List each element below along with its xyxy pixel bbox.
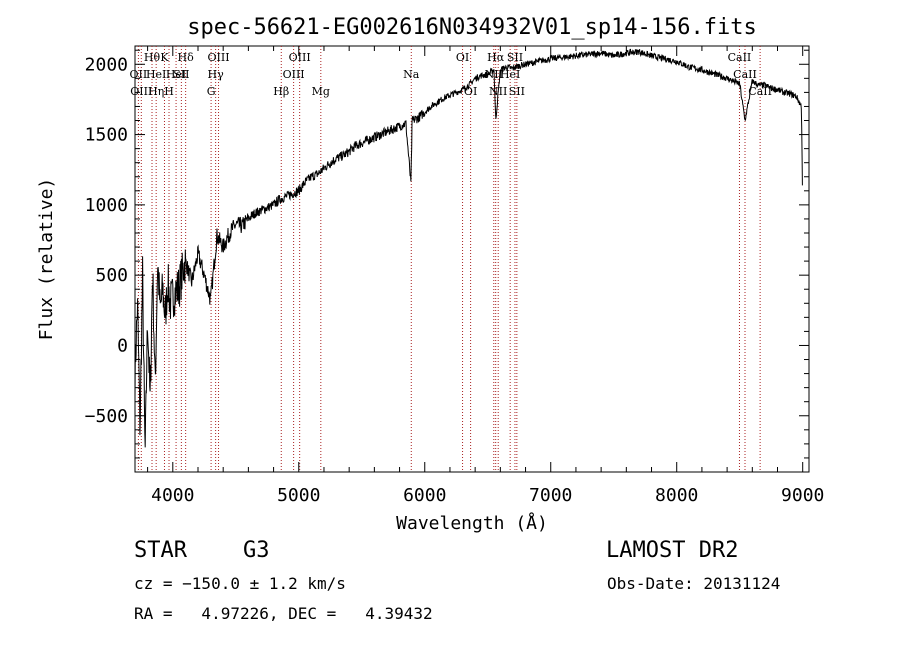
line-label-8-0: Hδ: [178, 51, 195, 64]
subclass-label: G3: [243, 538, 270, 563]
line-label-4-0: K: [160, 51, 169, 64]
line-label-15-0: Mg: [312, 85, 330, 98]
line-label-13-0: OIII: [283, 68, 305, 81]
line-label-9-0: G: [207, 85, 216, 98]
line-label-7-0: SII: [173, 68, 189, 81]
x-tick-label: 4000: [151, 485, 194, 506]
y-tick-label: 1500: [85, 125, 128, 146]
y-tick-label: 1000: [85, 195, 128, 216]
line-label-3-1: Hη: [148, 85, 164, 98]
line-label-14-0: OIII: [289, 51, 311, 64]
line-label-17-0: OI: [456, 51, 469, 64]
x-tick-label: 6000: [403, 485, 446, 506]
line-label-10-0: Hγ: [208, 68, 225, 81]
observation-date: Obs-Date: 20131124: [607, 574, 781, 593]
line-label-26-0: CaII: [733, 68, 757, 81]
y-tick-label: 2000: [85, 54, 128, 75]
line-label-3-0: HeI: [146, 68, 166, 81]
y-tick-label: 500: [95, 265, 128, 286]
line-label-25-0: CaII: [728, 51, 752, 64]
class-label: STAR: [134, 538, 187, 563]
line-label-5-0: H: [164, 85, 174, 98]
x-tick-label: 5000: [277, 485, 320, 506]
plot-frame: [134, 45, 810, 473]
x-axis: 4000 5000 6000 7000 8000 9000: [147, 46, 824, 506]
flux-series-line: [134, 48, 803, 448]
line-label-23-0: SII: [507, 51, 523, 64]
x-tick-label: 9000: [781, 485, 824, 506]
line-label-0-0: OII: [130, 68, 148, 81]
line-label-20-0: Hα: [487, 51, 505, 64]
survey-label: LAMOST DR2: [606, 538, 739, 563]
line-label-6-0: HeI: [166, 68, 186, 81]
x-tick-label: 8000: [655, 485, 698, 506]
coordinates: RA = 4.97226, DEC = 4.39432: [134, 604, 433, 623]
line-label-12-0: Hβ: [273, 85, 289, 98]
spectral-line-labels: OIIOIIIHθHeIHηKHHeISIIHδGHγOIIIHβOIIIOII…: [130, 51, 772, 98]
redshift-cz: cz = −150.0 ± 1.2 km/s: [134, 574, 346, 593]
line-label-18-0: OI: [464, 85, 477, 98]
y-tick-label: −500: [85, 406, 128, 427]
y-axis-label: Flux (relative): [36, 178, 57, 341]
line-label-22-0: HeI: [500, 68, 520, 81]
x-axis-label: Wavelength (Å): [396, 512, 548, 534]
y-axis: −500 0 500 1000 1500 2000: [85, 49, 809, 459]
line-label-2-0: Hθ: [144, 51, 161, 64]
line-label-16-0: Na: [403, 68, 420, 81]
chart-title: spec-56621-EG002616N034932V01_sp14-156.f…: [187, 15, 757, 40]
line-label-27-0: CaII: [748, 85, 772, 98]
line-label-24-0: SII: [509, 85, 525, 98]
x-tick-label: 7000: [529, 485, 572, 506]
line-label-1-0: OIII: [130, 85, 152, 98]
spectral-line-markers: [137, 46, 761, 472]
y-tick-label: 0: [117, 335, 128, 356]
line-label-11-0: OIII: [207, 51, 229, 64]
